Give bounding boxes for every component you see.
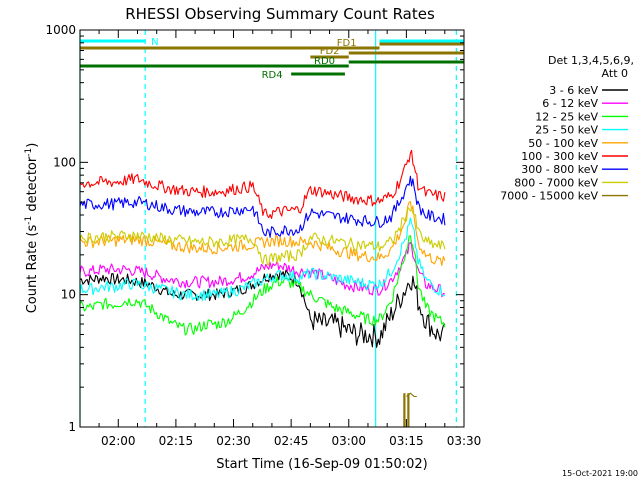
legend-label: 100 - 300 keV: [521, 150, 598, 163]
legend-label: 7000 - 15000 keV: [500, 190, 598, 203]
y-axis-label-part: detector: [25, 156, 40, 216]
y-tick-label: 10: [61, 288, 76, 302]
state-bar-label: FD1: [337, 38, 357, 49]
y-axis-label-exponent: -1: [24, 216, 34, 225]
x-axis-label: Start Time (16-Sep-09 01:50:02): [216, 457, 427, 472]
legend-label: 6 - 12 keV: [542, 97, 598, 110]
legend-label: 50 - 100 keV: [528, 137, 598, 150]
legend-label: 800 - 7000 keV: [514, 176, 598, 189]
legend-label: 25 - 50 keV: [535, 124, 598, 137]
y-axis-label-part: ): [25, 143, 40, 148]
axes: 02:00 02:15 02:30 02:45 03:00 03:15 03:30 1 10 10…: [45, 23, 481, 448]
legend-label: 3 - 6 keV: [549, 84, 598, 97]
x-tick-label: 02:30: [216, 434, 251, 448]
legend-label: 300 - 800 keV: [521, 163, 598, 176]
series-line: [79, 217, 446, 302]
x-tick-label: 03:15: [389, 434, 424, 448]
timestamp-label: 15-Oct-2021 19:00: [562, 469, 638, 478]
y-tick-label: 1: [68, 420, 76, 434]
series-group: [79, 149, 446, 398]
y-tick-label: 1000: [45, 23, 76, 37]
state-bar-label: RD0: [314, 56, 335, 67]
state-bar-label: FD2: [320, 46, 340, 57]
series-line: [79, 149, 446, 219]
x-tick-label: 03:00: [331, 434, 366, 448]
x-tick-label: 03:30: [447, 434, 482, 448]
state-bar-label: RD4: [262, 70, 283, 81]
chart-title: RHESSI Observing Summary Count Rates: [125, 5, 435, 23]
series-line: [79, 206, 446, 267]
legend-header-line1: Det 1,3,4,5,6,9,: [548, 54, 634, 67]
legend-label: 12 - 25 keV: [535, 110, 598, 123]
y-axis-label-part: Count Rate (s: [25, 225, 40, 314]
x-tick-label: 02:00: [101, 434, 136, 448]
y-tick-label: 100: [53, 155, 76, 169]
y-axis-label-exponent: -1: [24, 148, 34, 157]
x-tick-label: 02:45: [274, 434, 309, 448]
y-axis-label: Count Rate (s-1 detector-1): [24, 143, 40, 314]
series-line: [79, 235, 446, 336]
series-line: [79, 175, 446, 238]
state-bar-label: N: [151, 37, 158, 48]
legend-header-line2: Att 0: [602, 67, 628, 80]
series-line: [79, 200, 446, 266]
x-tick-label: 02:15: [159, 434, 194, 448]
